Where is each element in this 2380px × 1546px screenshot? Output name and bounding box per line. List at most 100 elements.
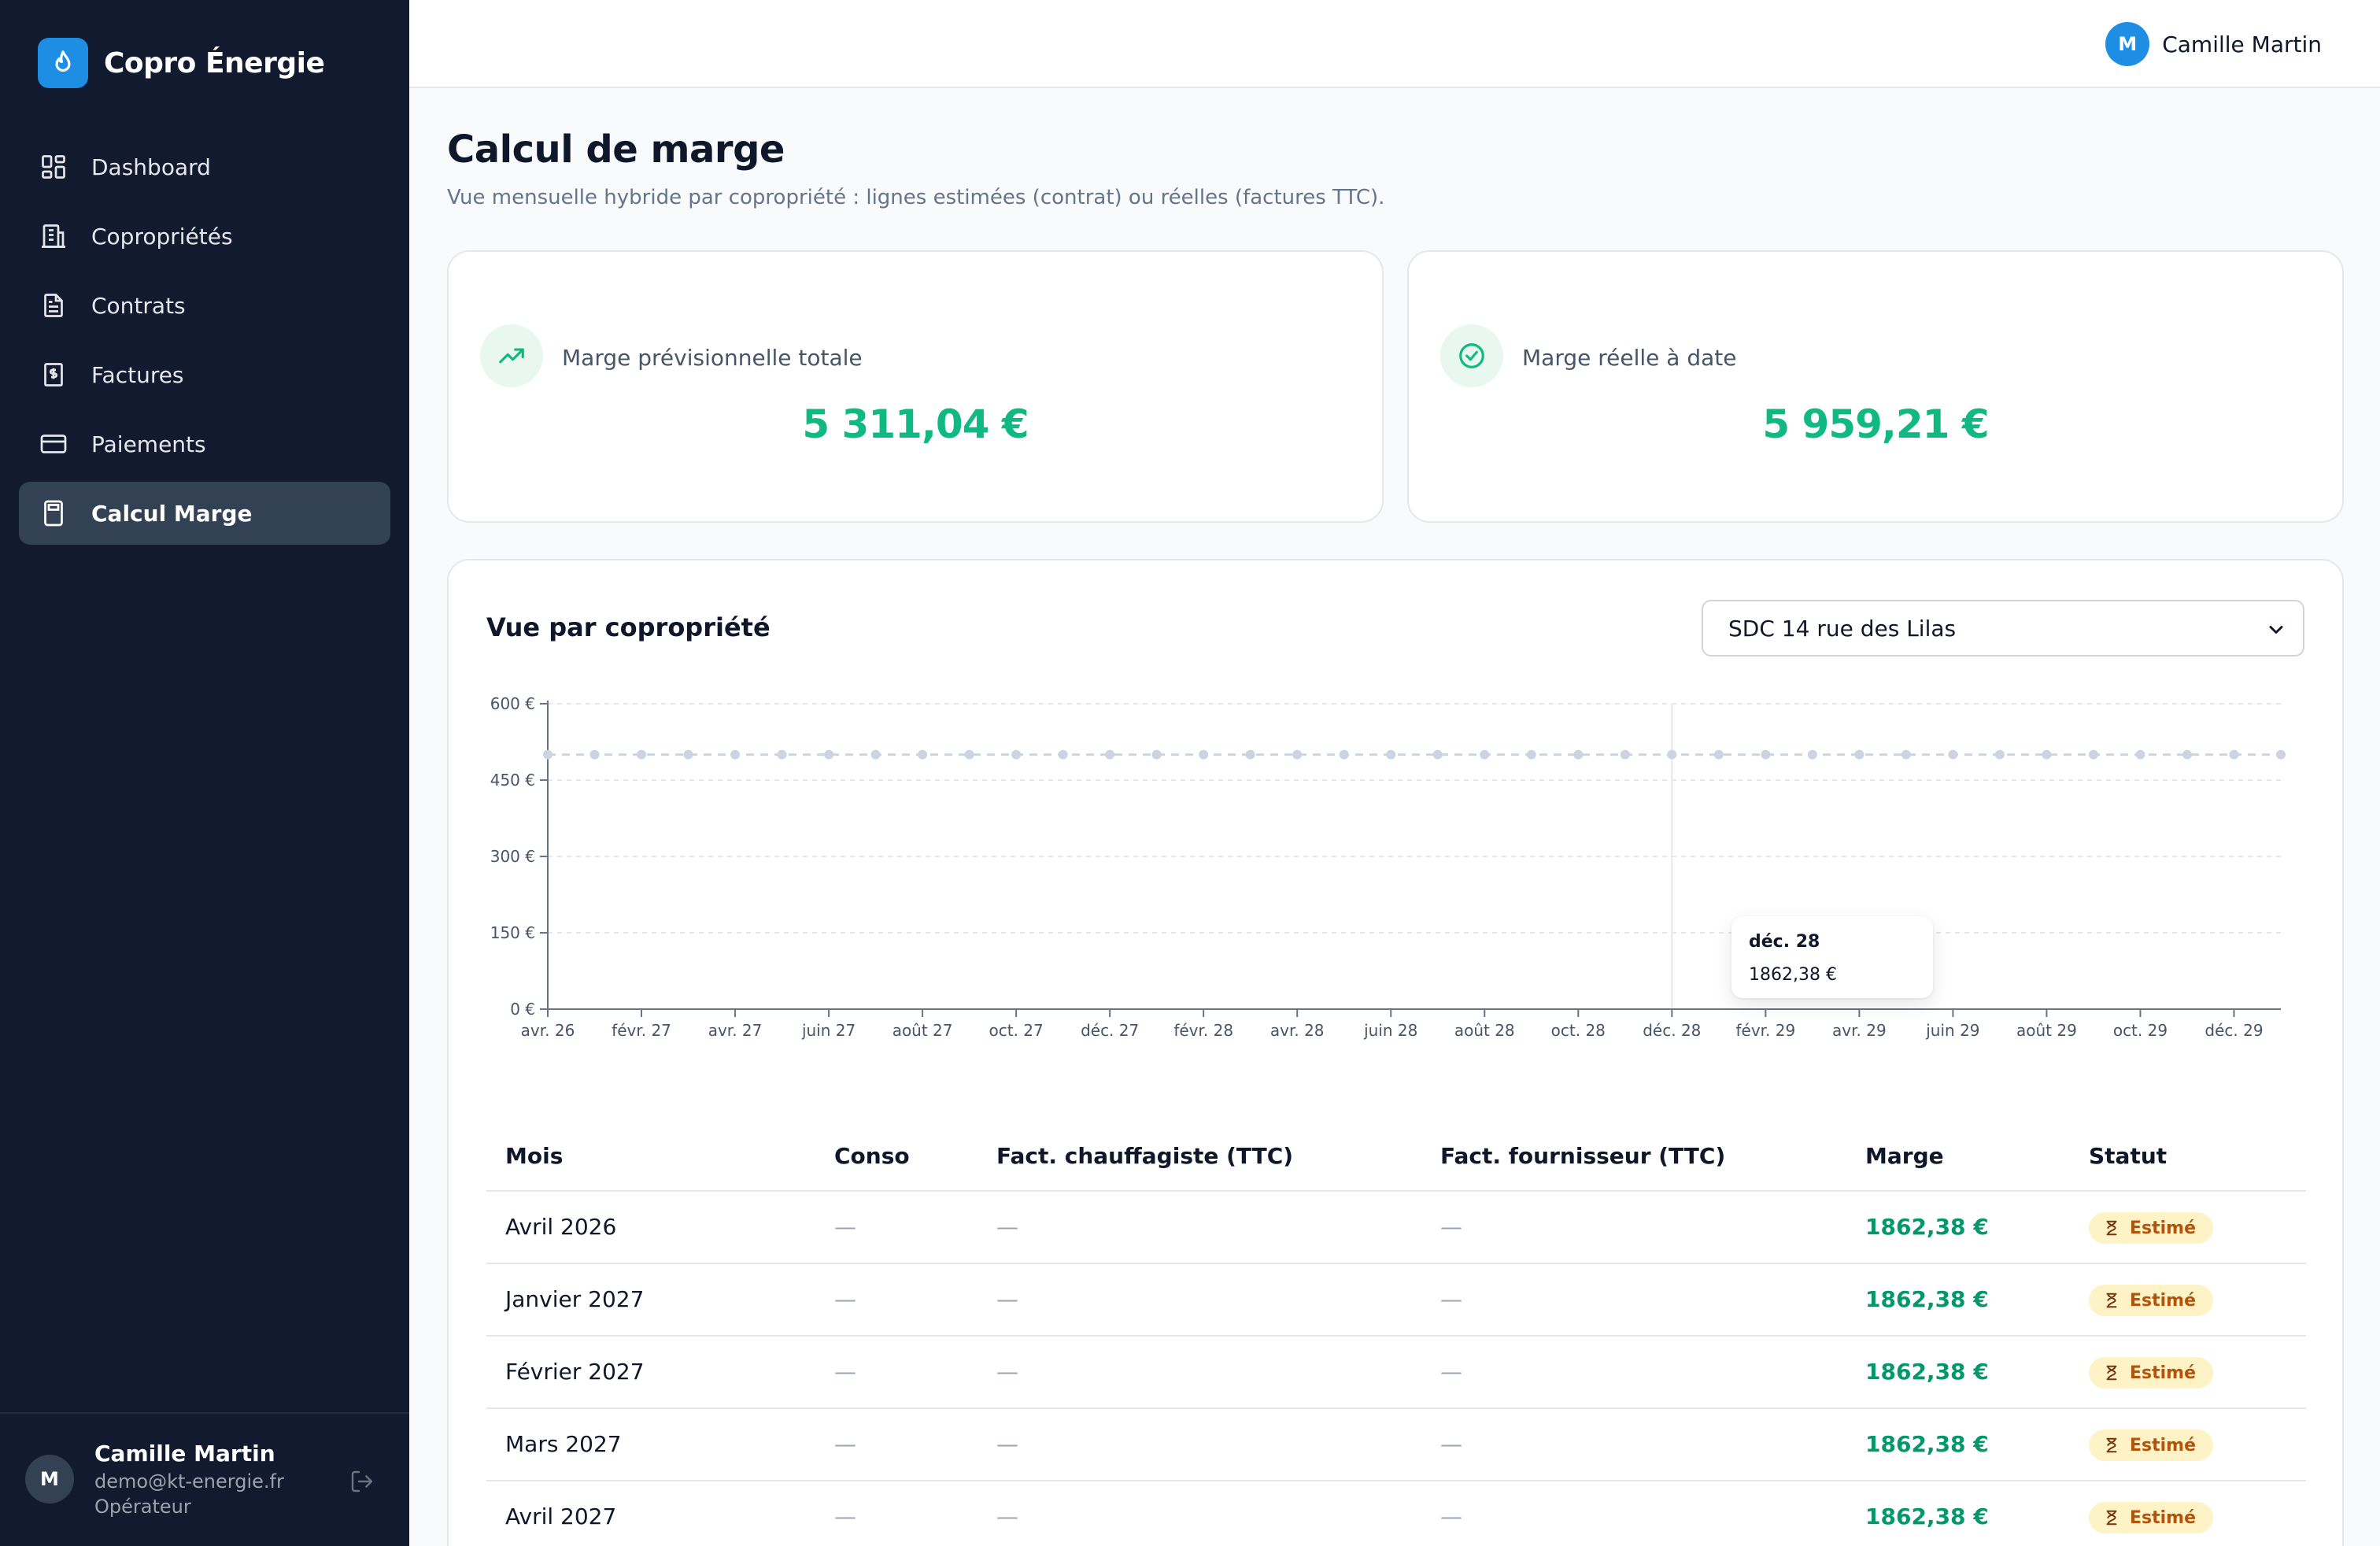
status-label: Estimé (2130, 1290, 2197, 1311)
data-point (1386, 749, 1396, 760)
select-value: SDC 14 rue des Lilas (1728, 615, 1957, 642)
table-row[interactable]: Janvier 2027 — — — 1862,38 € Estimé (486, 1264, 2306, 1337)
data-point (1292, 749, 1303, 760)
page-title: Calcul de marge (447, 128, 785, 172)
building-icon (38, 220, 69, 252)
column-header[interactable]: Mois (505, 1143, 564, 1169)
data-point (777, 749, 787, 760)
column-header[interactable]: Fact. fournisseur (TTC) (1440, 1143, 1726, 1169)
status-badge: Estimé (2089, 1285, 2214, 1316)
sidebar-item-paiements[interactable]: Paiements (19, 412, 390, 475)
data-point (1713, 749, 1724, 760)
sidebar-user-panel: M Camille Martin demo@kt-energie.fr Opér… (0, 1412, 409, 1546)
x-tick-label: juin 29 (1925, 1021, 1979, 1040)
avatar: M (2105, 22, 2150, 66)
cell-conso: — (834, 1214, 856, 1240)
hourglass-icon (2103, 1509, 2120, 1526)
brand[interactable]: Copro Énergie (38, 38, 325, 88)
data-point (1151, 749, 1162, 760)
x-tick-label: oct. 28 (1551, 1021, 1606, 1040)
flame-icon (38, 38, 88, 88)
data-point (1199, 749, 1209, 760)
cell-chauf: — (996, 1503, 1018, 1529)
table-row[interactable]: Avril 2027 — — — 1862,38 € Estimé (486, 1481, 2306, 1546)
invoice-icon (38, 359, 69, 390)
sidebar: Copro Énergie Dashboard Copropriétés (0, 0, 409, 1546)
data-point (683, 749, 693, 760)
y-tick-label: 600 € (490, 694, 535, 713)
cell-mois: Avril 2026 (505, 1214, 617, 1240)
x-tick-label: août 29 (2016, 1021, 2077, 1040)
sidebar-item-calcul-marge[interactable]: Calcul Marge (19, 482, 390, 545)
sidebar-item-dashboard[interactable]: Dashboard (19, 135, 390, 198)
status-badge: Estimé (2089, 1357, 2214, 1389)
data-point (1994, 749, 2005, 760)
x-tick-label: avr. 27 (708, 1021, 763, 1040)
kpi-card-actual-margin: Marge réelle à date 5 959,21 € (1407, 250, 2344, 523)
margin-chart: 0 € 150 € 300 € 450 € 600 € avr. 26 févr. 27 av… (449, 560, 2342, 1064)
copropriete-select[interactable]: SDC 14 rue des Lilas (1702, 600, 2304, 656)
hourglass-icon (2103, 1364, 2120, 1381)
topbar: M Camille Martin (409, 0, 2380, 88)
kpi-label: Marge prévisionnelle totale (562, 345, 863, 371)
y-tick-label: 300 € (490, 847, 535, 866)
logout-button[interactable] (346, 1466, 378, 1497)
column-header[interactable]: Conso (834, 1143, 910, 1169)
cell-fourn: — (1440, 1503, 1462, 1529)
cell-chauf: — (996, 1359, 1018, 1385)
data-point (1011, 749, 1022, 760)
cell-fourn: — (1440, 1214, 1462, 1240)
data-point (1339, 749, 1349, 760)
card-icon (38, 428, 69, 460)
user-name: Camille Martin (2162, 31, 2322, 57)
x-tick-label: avr. 26 (521, 1021, 575, 1040)
calculator-icon (38, 497, 69, 529)
column-header[interactable]: Statut (2089, 1143, 2168, 1169)
sidebar-item-contrats[interactable]: Contrats (19, 274, 390, 337)
x-tick-label: oct. 29 (2113, 1021, 2168, 1040)
data-point (2229, 749, 2239, 760)
dashboard-icon (38, 151, 69, 183)
data-point (1573, 749, 1584, 760)
data-point (1432, 749, 1443, 760)
y-tick-label: 450 € (490, 771, 535, 790)
data-point (2088, 749, 2098, 760)
x-tick-label: avr. 29 (1832, 1021, 1887, 1040)
margin-chart-svg: 0 € 150 € 300 € 450 € 600 € avr. 26 févr. 27 av… (490, 694, 2286, 1040)
column-header[interactable]: Fact. chauffagiste (TTC) (996, 1143, 1294, 1169)
data-point (1761, 749, 1771, 760)
data-point (589, 749, 600, 760)
sidebar-item-label: Contrats (91, 292, 186, 319)
sidebar-item-coproprietes[interactable]: Copropriétés (19, 205, 390, 268)
table-row[interactable]: Avril 2026 — — — 1862,38 € Estimé (486, 1192, 2306, 1264)
user-menu[interactable]: M Camille Martin (2105, 22, 2322, 66)
data-point (2135, 749, 2145, 760)
data-point (1245, 749, 1255, 760)
data-point (543, 749, 552, 760)
column-header[interactable]: Marge (1865, 1143, 1944, 1169)
cell-mois: Février 2027 (505, 1359, 645, 1385)
data-point (918, 749, 928, 760)
status-badge: Estimé (2089, 1429, 2214, 1461)
user-role: Opérateur (94, 1496, 191, 1518)
cell-marge: 1862,38 € (1865, 1286, 1989, 1312)
user-name: Camille Martin (94, 1441, 275, 1466)
x-tick-label: déc. 27 (1081, 1021, 1139, 1040)
data-point (964, 749, 974, 760)
x-tick-label: févr. 29 (1735, 1021, 1795, 1040)
table-row[interactable]: Février 2027 — — — 1862,38 € Estimé (486, 1337, 2306, 1409)
tooltip-value: 1862,38 € (1749, 965, 1837, 985)
tooltip-title: déc. 28 (1749, 932, 1820, 952)
trending-up-icon (480, 324, 543, 387)
table-row[interactable]: Mars 2027 — — — 1862,38 € Estimé (486, 1409, 2306, 1481)
data-point (1807, 749, 1817, 760)
avatar[interactable]: M (25, 1455, 74, 1503)
x-tick-label: déc. 29 (2204, 1021, 2263, 1040)
page-subtitle: Vue mensuelle hybride par copropriété : … (447, 186, 1385, 209)
data-point (637, 749, 647, 760)
data-point (1058, 749, 1068, 760)
kpi-label: Marge réelle à date (1522, 345, 1737, 371)
data-point (1901, 749, 1911, 760)
x-tick-label: févr. 27 (612, 1021, 671, 1040)
sidebar-item-factures[interactable]: Factures (19, 343, 390, 406)
